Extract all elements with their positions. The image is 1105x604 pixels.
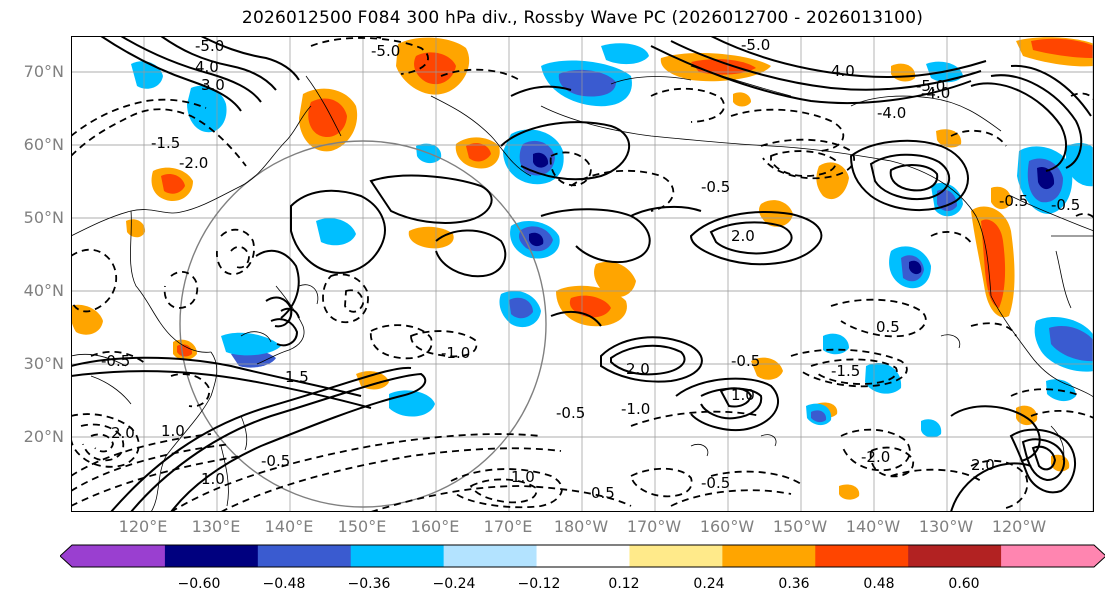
contour-label: 1.5 (285, 368, 309, 386)
contour-label: 2.0 (111, 424, 135, 442)
colorbar-tick: −0.12 (517, 576, 561, 592)
contour-label: -0.5 (556, 404, 585, 422)
colorbar-tick: −0.36 (347, 576, 391, 592)
lon-label-120w: 120°W (991, 517, 1047, 536)
colorbar-tick: 0.60 (948, 576, 980, 592)
lon-label-170w: 170°W (626, 517, 682, 536)
contour-label: 1.0 (511, 468, 535, 486)
colorbar-cell (350, 545, 445, 567)
contours-positive (71, 36, 1092, 512)
map-frame (71, 36, 1094, 512)
colorbar-cell (908, 545, 1002, 567)
contour-label: -5.0 (741, 36, 770, 54)
contour-label: 2.0 (626, 360, 650, 378)
colorbar-cell (164, 545, 259, 567)
map-panel: -5.0 4.0 3.0 -5.0 -5.0 4.0 -4.0 -5.0 -1.… (71, 36, 1094, 512)
colorbar-cell (815, 545, 909, 567)
contour-label: -4.0 (921, 84, 950, 102)
contour-label: -1.0 (621, 400, 650, 418)
contour-label: -5.0 (195, 37, 224, 55)
contour-label: -0.5 (261, 452, 290, 470)
lon-label-140e: 140°E (264, 517, 314, 536)
lat-label-20n: 20°N (23, 427, 64, 446)
colorbar-tick: 0.36 (778, 576, 810, 592)
colorbar-tick: −0.60 (177, 576, 221, 592)
contour-label: -0.5 (101, 352, 130, 370)
colorbar-tick: −0.48 (262, 576, 306, 592)
lon-label-170e: 170°E (483, 517, 533, 536)
contour-label: -1.5 (831, 362, 860, 380)
colorbar-cell (443, 545, 538, 567)
lon-label-130w: 130°W (918, 517, 974, 536)
colorbar-cell (722, 545, 816, 567)
contour-label: -0.5 (701, 474, 730, 492)
contour-label: 4.0 (831, 62, 855, 80)
colorbar-tick: 0.24 (693, 576, 725, 592)
colorbar (60, 544, 1105, 568)
lat-label-30n: 30°N (23, 354, 64, 373)
colorbar-tick: −0.24 (432, 576, 476, 592)
lat-label-70n: 70°N (23, 62, 64, 81)
colorbar-cell (629, 545, 723, 567)
colorbar-cell (1001, 545, 1095, 567)
map-title: 2026012500 F084 300 hPa div., Rossby Wav… (241, 8, 924, 28)
contour-label: 1.0 (731, 386, 755, 404)
contour-label: -2.0 (179, 154, 208, 172)
contour-label: -4.0 (877, 104, 906, 122)
lon-label-160w: 160°W (699, 517, 755, 536)
lon-label-130e: 130°E (191, 517, 241, 536)
contour-label: 3.0 (201, 76, 225, 94)
contour-label: -0.5 (1051, 196, 1080, 214)
contour-label: -2.0 (861, 448, 890, 466)
lat-label-60n: 60°N (23, 135, 64, 154)
contour-label: 1.0 (161, 422, 185, 440)
lon-label-140w: 140°W (845, 517, 901, 536)
rossby-wave-circle (179, 140, 547, 508)
colorbar-cell (536, 545, 630, 567)
coastlines (71, 65, 1094, 512)
colorbar-extend-min (60, 545, 72, 567)
contours-negative (71, 36, 1094, 512)
colorbar-cell (72, 545, 166, 567)
lon-label-120e: 120°E (118, 517, 168, 536)
contour-label: 2.0 (731, 227, 755, 245)
lon-label-180w: 180°W (553, 517, 609, 536)
lon-label-150w: 150°W (772, 517, 828, 536)
colorbar-extend-max (1094, 545, 1105, 567)
map-gridlines (71, 36, 1094, 512)
colorbar-tick: 0.12 (608, 576, 640, 592)
lat-label-50n: 50°N (23, 208, 64, 227)
contour-label: 2.0 (971, 456, 995, 474)
colorbar-cell (257, 545, 352, 567)
contour-label: -1.0 (441, 344, 470, 362)
contour-label: -0.5 (701, 178, 730, 196)
contour-label: 0.5 (591, 484, 615, 502)
contour-label: -1.5 (151, 134, 180, 152)
lat-label-40n: 40°N (23, 281, 64, 300)
contour-label: -5.0 (371, 42, 400, 60)
contour-label: 4.0 (195, 58, 219, 76)
colorbar-tick: 0.48 (863, 576, 895, 592)
lon-label-160e: 160°E (410, 517, 460, 536)
lon-label-150e: 150°E (337, 517, 387, 536)
contour-label: -0.5 (999, 192, 1028, 210)
contour-label-group: -5.0 4.0 3.0 -5.0 -5.0 4.0 -4.0 -5.0 -1.… (101, 36, 1080, 502)
contour-label: 1.0 (201, 470, 225, 488)
contour-label: -5.0 (916, 77, 945, 95)
contour-label: 0.5 (876, 318, 900, 336)
contour-label: -0.5 (731, 352, 760, 370)
